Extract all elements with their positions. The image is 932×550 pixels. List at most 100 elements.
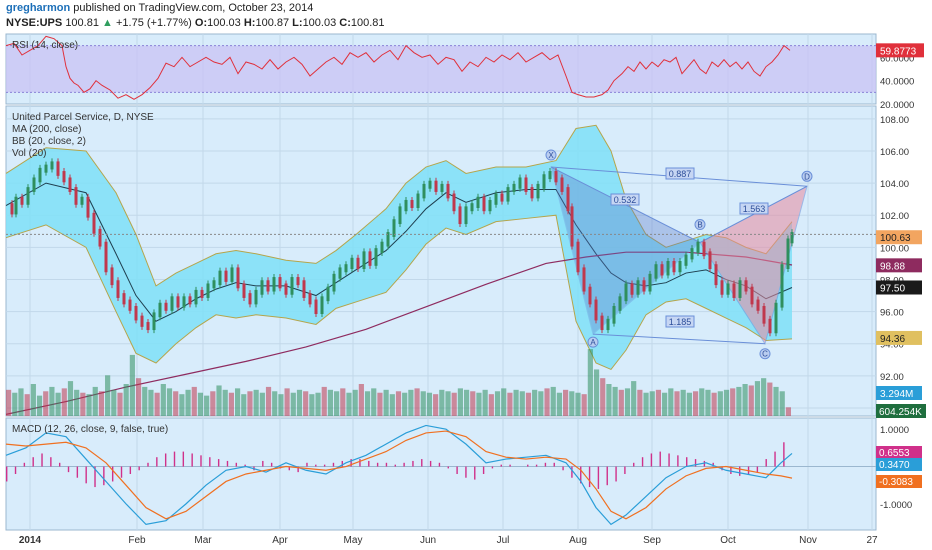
macd-histogram-bar — [315, 464, 317, 467]
volume-bar — [476, 392, 482, 416]
macd-histogram-bar — [633, 462, 635, 467]
candle-body — [254, 289, 258, 305]
rsi-tick-label: 20.0000 — [880, 100, 914, 111]
macd-line — [5, 424, 793, 526]
volume-bar — [494, 391, 501, 416]
macd-histogram-bar — [138, 466, 140, 471]
macd-histogram-bar — [332, 462, 335, 467]
rsi-band — [6, 45, 876, 93]
volume-last-label: 604.254K — [879, 407, 922, 418]
time-tick-label: 2014 — [19, 535, 42, 546]
volume-bar — [49, 386, 55, 416]
macd-histogram-bar — [606, 466, 608, 486]
candle-body — [524, 177, 528, 192]
time-tick-label: Mar — [194, 535, 212, 546]
candle-body — [708, 251, 712, 270]
candle-body — [50, 161, 54, 170]
candle-body — [470, 203, 474, 212]
volume-bar — [408, 389, 414, 416]
volume-bar — [779, 391, 785, 416]
volume-bar — [668, 388, 674, 416]
macd-histogram-bar — [527, 464, 529, 467]
volume-bar — [513, 389, 519, 416]
low-label: L: — [292, 17, 303, 29]
candle-body — [170, 296, 174, 311]
candle-body — [790, 232, 794, 244]
candle-body — [768, 318, 772, 334]
candle-body — [410, 199, 414, 208]
macd-histogram-bar — [588, 466, 591, 488]
volume-bar — [383, 389, 389, 416]
candle-body — [380, 241, 384, 253]
candle-body — [62, 171, 66, 183]
macd-histogram-bar — [120, 466, 123, 478]
pattern-point-a: A — [590, 338, 596, 347]
pattern-point-b: B — [697, 221, 702, 230]
pattern-point-a-marker — [587, 336, 599, 348]
candle-body — [542, 174, 546, 189]
macd-histogram-bar — [376, 462, 379, 467]
macd-histogram-bar — [465, 466, 467, 478]
candle-body — [624, 283, 628, 302]
time-tick-label: Jul — [497, 535, 510, 546]
candle-body — [236, 267, 240, 289]
volume-bar — [754, 381, 761, 416]
volume-bar — [55, 392, 61, 416]
author-name[interactable]: gregharmon — [6, 2, 71, 14]
candle-body — [122, 293, 126, 305]
ma-label: MA (200, close) — [12, 124, 82, 135]
volume-bar — [166, 388, 173, 416]
volume-bar — [67, 381, 74, 416]
candle-body — [702, 241, 706, 257]
candle-body — [500, 193, 504, 202]
volume-bar — [785, 407, 791, 416]
macd-histogram-bar — [412, 460, 414, 467]
macd-histogram-bar — [6, 466, 8, 482]
volume-bar — [457, 388, 463, 416]
low-value: 100.03 — [302, 17, 337, 29]
macd-histogram-bar — [438, 462, 441, 467]
last-price-tag: 100.63 — [880, 233, 911, 244]
candle-body — [44, 164, 48, 173]
ratio-ac: 1.185 — [669, 317, 692, 327]
volume-bar — [105, 375, 111, 416]
pattern-point-b-marker — [694, 219, 706, 231]
candle-body — [690, 248, 694, 260]
volume-bar — [587, 349, 593, 416]
volume-bar — [327, 389, 334, 416]
volume-bar — [402, 392, 408, 416]
volume-bar — [519, 391, 525, 416]
macd-histogram-bar — [111, 466, 114, 482]
candle-body — [194, 289, 198, 305]
volume-bar — [451, 392, 457, 416]
volume-bar — [612, 386, 618, 416]
volume-bar — [321, 386, 327, 416]
candle-body — [612, 305, 616, 324]
candle-body — [392, 219, 396, 237]
macd-histogram-bar — [41, 453, 43, 467]
volume-avg-box — [876, 386, 922, 400]
volume-bar — [692, 391, 699, 416]
candle-body — [356, 257, 360, 270]
macd-histogram-bar — [703, 460, 706, 467]
candle-body — [678, 261, 682, 273]
candle-body — [732, 283, 736, 298]
macd-histogram-bar — [297, 466, 299, 473]
macd-histogram-bar — [368, 460, 370, 467]
candle-body — [230, 267, 234, 282]
candle-body — [20, 196, 24, 205]
volume-bar — [98, 391, 105, 416]
macd-histogram-bar — [50, 457, 52, 467]
price-tick-label: 102.00 — [880, 211, 909, 222]
pattern-point-d: D — [804, 172, 810, 181]
candle-body — [738, 280, 742, 298]
volume-bar — [303, 391, 309, 416]
candle-body — [182, 296, 186, 308]
volume-bar — [773, 386, 779, 416]
candle-body — [506, 187, 510, 202]
ratio-bd-box — [739, 202, 769, 215]
time-tick-label: May — [344, 535, 363, 546]
volume-bar — [600, 378, 606, 416]
volume-bar — [538, 391, 544, 416]
